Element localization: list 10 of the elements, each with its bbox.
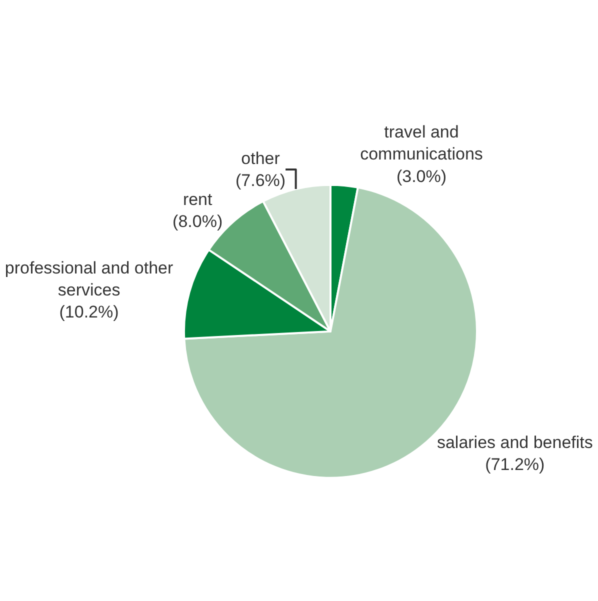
slice-label: rent (182, 190, 213, 210)
slice-label: travel and communications (360, 122, 483, 164)
data-label: (10.2%) (59, 302, 119, 322)
slice-label: salaries and benefits (436, 433, 593, 452)
data-label: (71.2%) (485, 455, 545, 474)
slice-label: professional and other services (4, 258, 174, 300)
data-label: (3.0%) (396, 166, 447, 186)
slice-label: other (241, 148, 280, 168)
data-label: (7.6%) (235, 171, 286, 190)
data-label: (8.0%) (172, 212, 223, 232)
